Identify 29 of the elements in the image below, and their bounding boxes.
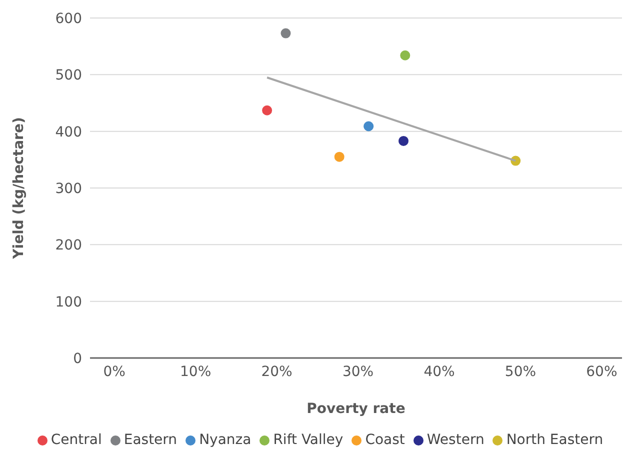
x-tick-label: 40% xyxy=(424,364,455,380)
point xyxy=(364,121,374,132)
x-tick-label: 30% xyxy=(342,364,374,380)
y-tick-label: 0 xyxy=(73,351,82,367)
x-tick-label: 20% xyxy=(261,364,292,380)
legend-label: Central xyxy=(50,432,102,448)
x-tick-label: 10% xyxy=(180,364,212,380)
legend-label: Eastern xyxy=(122,432,178,448)
x-axis-title: Poverty rate xyxy=(306,401,406,417)
y-tick-label: 500 xyxy=(55,68,82,84)
point xyxy=(334,152,344,162)
y-tick-label: 600 xyxy=(55,11,82,27)
x-tick-label: 50% xyxy=(504,364,536,380)
point xyxy=(398,136,409,146)
y-tick-label: 400 xyxy=(55,124,82,140)
x-tick-label: 0% xyxy=(103,364,126,380)
y-tick-label: 300 xyxy=(55,181,82,197)
point xyxy=(400,50,410,60)
y-tick-label: 200 xyxy=(55,238,82,254)
legend-label: Nyanza xyxy=(198,432,252,448)
point xyxy=(280,28,291,38)
x-tick-label: 60% xyxy=(586,364,618,380)
legend-label: North Eastern xyxy=(505,432,604,448)
y-axis-title: Yield (kg/hectare) xyxy=(10,117,27,260)
y-tick-label: 100 xyxy=(55,294,82,310)
legend-label: Coast xyxy=(364,432,405,448)
point xyxy=(262,105,272,116)
legend-label: Rift Valley xyxy=(272,432,344,448)
legend-label: Western xyxy=(426,432,484,448)
